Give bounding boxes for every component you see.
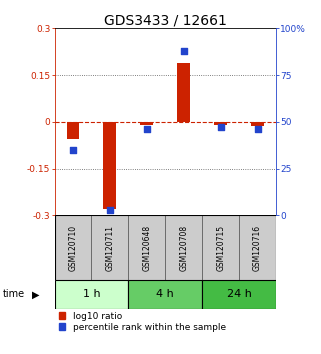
- FancyBboxPatch shape: [91, 215, 128, 280]
- Text: GSM120708: GSM120708: [179, 224, 188, 270]
- Legend: log10 ratio, percentile rank within the sample: log10 ratio, percentile rank within the …: [59, 312, 226, 332]
- Bar: [214, 122, 227, 125]
- Bar: [103, 122, 117, 209]
- Text: GSM120711: GSM120711: [105, 224, 115, 270]
- FancyBboxPatch shape: [202, 280, 276, 309]
- Text: time: time: [3, 289, 25, 299]
- Point: [255, 126, 260, 132]
- FancyBboxPatch shape: [165, 215, 202, 280]
- Text: GSM120716: GSM120716: [253, 224, 262, 270]
- Bar: [140, 122, 153, 125]
- FancyBboxPatch shape: [55, 280, 128, 309]
- Title: GDS3433 / 12661: GDS3433 / 12661: [104, 13, 227, 27]
- Text: GSM120715: GSM120715: [216, 224, 225, 270]
- Text: GSM120710: GSM120710: [68, 224, 78, 270]
- FancyBboxPatch shape: [202, 215, 239, 280]
- Text: ▶: ▶: [32, 289, 39, 299]
- FancyBboxPatch shape: [128, 280, 202, 309]
- Text: 1 h: 1 h: [83, 289, 100, 299]
- Text: 4 h: 4 h: [156, 289, 174, 299]
- FancyBboxPatch shape: [239, 215, 276, 280]
- FancyBboxPatch shape: [128, 215, 165, 280]
- Bar: [177, 63, 190, 122]
- Point: [107, 207, 112, 213]
- Point: [71, 147, 76, 153]
- FancyBboxPatch shape: [55, 215, 91, 280]
- Text: GSM120648: GSM120648: [142, 224, 152, 270]
- Point: [144, 126, 150, 132]
- Point: [181, 48, 186, 53]
- Bar: [66, 122, 80, 139]
- Point: [218, 125, 223, 130]
- Text: 24 h: 24 h: [227, 289, 252, 299]
- Bar: [251, 122, 264, 126]
